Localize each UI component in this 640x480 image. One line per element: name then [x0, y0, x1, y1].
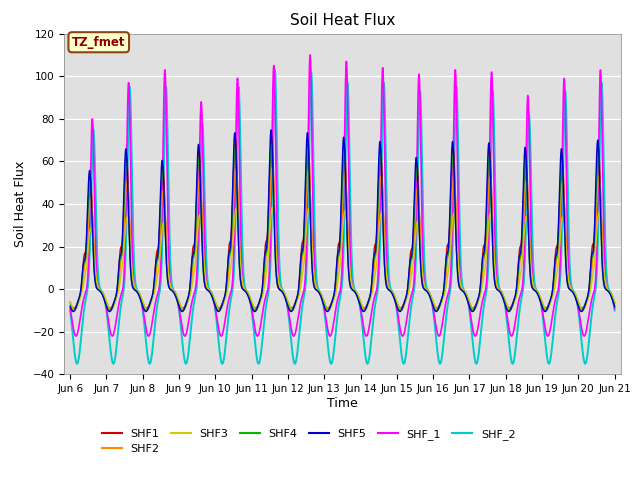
SHF5 — [611, 303, 618, 309]
SHF1 — [396, 305, 403, 311]
SHF_2 — [405, 321, 413, 326]
SHF4 — [611, 302, 618, 308]
SHF3 — [396, 306, 403, 312]
SHF_1 — [611, 305, 618, 311]
SHF_1 — [218, 332, 226, 337]
SHF1 — [183, 298, 191, 304]
SHF_2 — [183, 360, 191, 365]
SHF_1 — [611, 306, 618, 312]
SHF1 — [611, 300, 618, 306]
SHF2 — [611, 299, 618, 305]
SHF5 — [268, 127, 275, 133]
SHF3 — [268, 204, 276, 210]
Title: Soil Heat Flux: Soil Heat Flux — [290, 13, 395, 28]
SHF_2 — [611, 306, 618, 312]
SHF_2 — [271, 67, 278, 73]
SHF2 — [397, 307, 405, 312]
SHF_2 — [400, 361, 408, 367]
SHF2 — [268, 165, 276, 170]
SHF_1 — [183, 329, 191, 335]
SHF1 — [611, 300, 618, 305]
Line: SHF5: SHF5 — [70, 130, 614, 312]
SHF1 — [70, 305, 77, 311]
SHF1 — [405, 268, 413, 274]
SHF_1 — [290, 333, 298, 339]
SHF4 — [268, 141, 275, 147]
SHF3 — [218, 304, 226, 310]
SHF4 — [611, 302, 618, 308]
SHF_2 — [67, 308, 74, 313]
SHF1 — [559, 166, 567, 172]
SHF5 — [287, 309, 295, 314]
SHF4 — [183, 299, 191, 305]
SHF2 — [67, 299, 74, 305]
SHF_2 — [218, 361, 226, 367]
SHF2 — [405, 281, 413, 287]
Y-axis label: Soil Heat Flux: Soil Heat Flux — [14, 161, 27, 247]
SHF_2 — [611, 308, 618, 313]
Line: SHF_2: SHF_2 — [70, 70, 614, 364]
SHF_1 — [559, 99, 567, 105]
Line: SHF3: SHF3 — [70, 207, 614, 310]
SHF_1 — [405, 301, 413, 307]
SHF3 — [559, 215, 567, 221]
SHF5 — [183, 299, 191, 305]
SHF4 — [218, 301, 226, 307]
SHF1 — [67, 300, 74, 306]
SHF3 — [405, 288, 413, 293]
Legend: SHF1, SHF2, SHF3, SHF4, SHF5, SHF_1, SHF_2: SHF1, SHF2, SHF3, SHF4, SHF5, SHF_1, SHF… — [97, 424, 520, 459]
Line: SHF1: SHF1 — [70, 137, 614, 308]
SHF2 — [611, 299, 618, 304]
SHF5 — [405, 265, 413, 271]
SHF4 — [559, 183, 567, 189]
SHF_2 — [559, 161, 567, 167]
SHF5 — [67, 304, 74, 310]
SHF1 — [218, 300, 226, 306]
SHF2 — [218, 303, 226, 309]
SHF_1 — [307, 52, 314, 58]
SHF2 — [183, 301, 191, 307]
SHF3 — [611, 299, 618, 304]
SHF2 — [559, 182, 567, 188]
SHF4 — [396, 308, 404, 313]
SHF4 — [405, 269, 413, 275]
X-axis label: Time: Time — [327, 397, 358, 410]
SHF3 — [183, 302, 191, 308]
SHF2 — [396, 305, 403, 311]
SHF_1 — [67, 306, 74, 312]
Line: SHF_1: SHF_1 — [70, 55, 614, 336]
SHF3 — [506, 307, 514, 313]
SHF_1 — [396, 324, 403, 329]
SHF5 — [559, 180, 567, 185]
SHF5 — [611, 304, 618, 310]
SHF1 — [268, 134, 275, 140]
SHF4 — [67, 302, 74, 308]
Line: SHF4: SHF4 — [70, 144, 614, 311]
Text: TZ_fmet: TZ_fmet — [72, 36, 125, 49]
SHF3 — [611, 299, 618, 305]
SHF_2 — [396, 333, 403, 338]
SHF3 — [67, 299, 74, 305]
SHF5 — [218, 302, 226, 308]
Line: SHF2: SHF2 — [70, 168, 614, 310]
SHF5 — [396, 309, 403, 314]
SHF4 — [396, 307, 403, 313]
